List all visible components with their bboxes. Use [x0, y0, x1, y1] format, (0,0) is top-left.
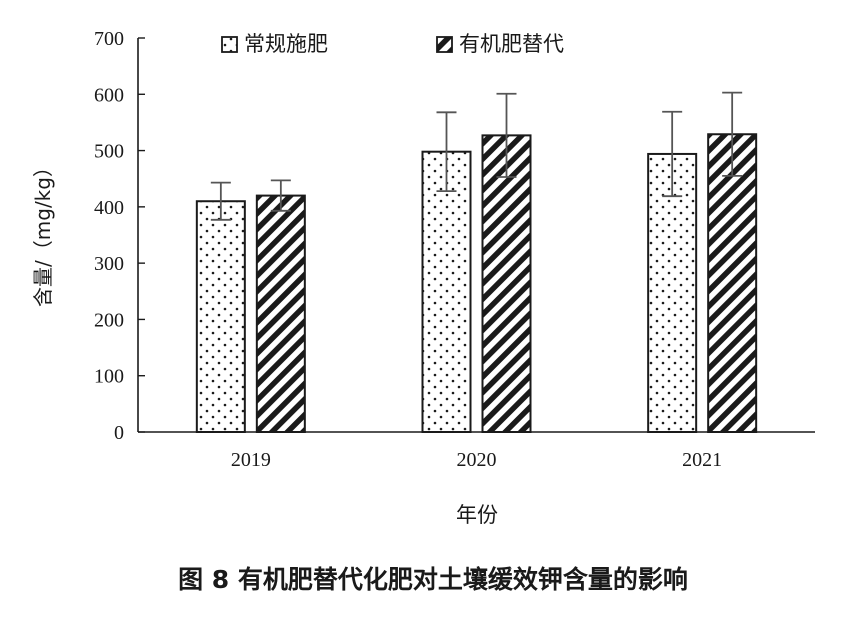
y-axis-label: 含量/（mg/kg）	[31, 157, 55, 307]
y-tick-label-7: 700	[94, 28, 124, 50]
x-tick-label-0: 2019	[231, 449, 271, 471]
legend: 常规施肥 有机肥替代	[221, 32, 564, 56]
legend-swatch-0	[221, 36, 238, 53]
y-tick-label-3: 300	[94, 253, 124, 275]
legend-label-0: 常规施肥	[244, 32, 328, 56]
bar-2020-series-1	[481, 134, 532, 433]
bars	[195, 91, 758, 433]
legend-label-1: 有机肥替代	[459, 32, 564, 56]
x-tick-label-2: 2021	[682, 449, 722, 471]
bar-2020-series-0	[421, 150, 472, 433]
chart-canvas: 0 100 200 300 400 500 600 700 2019 2020 2021 常规施肥 有…	[31, 28, 815, 527]
legend-swatch-1	[436, 36, 453, 53]
x-axis-label: 年份	[456, 503, 498, 527]
y-tick-label-5: 500	[94, 141, 124, 163]
bar-2021-series-1	[707, 133, 758, 433]
bar-2019-series-1	[255, 194, 306, 433]
axes: 0 100 200 300 400 500 600 700 2019 2020 2021	[94, 28, 815, 471]
y-tick-label-2: 200	[94, 309, 124, 331]
y-tick-label-0: 0	[114, 422, 124, 444]
bar-2019-series-0	[195, 200, 246, 433]
y-tick-label-1: 100	[94, 366, 124, 388]
figure-caption: 图 8 有机肥替代化肥对土壤缓效钾含量的影响	[178, 565, 688, 594]
y-tick-label-6: 600	[94, 84, 124, 106]
x-tick-label-1: 2020	[457, 449, 497, 471]
bar-2021-series-0	[647, 152, 698, 433]
y-tick-label-4: 400	[94, 197, 124, 219]
